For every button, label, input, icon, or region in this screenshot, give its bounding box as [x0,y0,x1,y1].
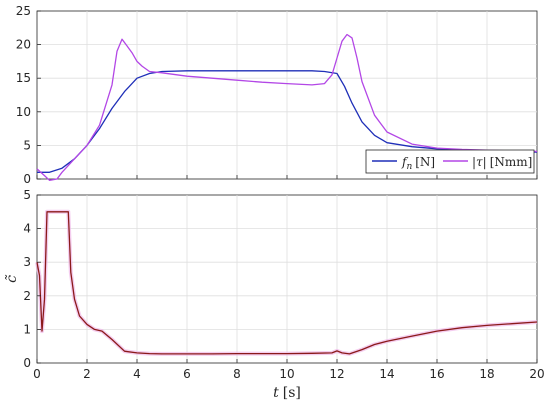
legend-fn-math: f [401,155,409,169]
top-y-tick-label: 15 [16,71,31,85]
top-y-tick-label: 0 [23,172,31,186]
x-tick-label: 18 [479,367,494,381]
top-y-tick-label: 20 [16,38,31,52]
bottom-y-tick-label: 0 [23,356,31,370]
bottom-chart-x-ticks: 0 2 4 6 8 10 12 14 16 18 20 [33,367,544,381]
top-y-tick-label: 25 [16,4,31,18]
x-tick-label: 2 [83,367,91,381]
legend-fn-unit: [N] [415,155,435,169]
bottom-y-tick-label: 2 [23,289,31,303]
x-tick-label: 6 [183,367,191,381]
x-tick-label: 4 [133,367,141,381]
bottom-y-tick-label: 4 [23,222,31,236]
legend-tau-unit: [Nmm] [490,155,533,169]
y-axis-label: c̃ [4,274,20,282]
x-axis-label-math: t [273,385,279,401]
bottom-y-tick-label: 3 [23,255,31,269]
top-series-line-0 [37,70,538,173]
top-chart-y-ticks: 0 5 10 15 20 25 [16,4,538,186]
x-tick-label: 20 [529,367,544,381]
bottom-chart-y-ticks: 0 1 2 3 4 5 [23,188,538,370]
legend-label-tau: |τ| [Nmm] [472,155,532,169]
top-chart-series [36,33,538,181]
x-axis-label-unit: [s] [283,385,301,401]
x-axis-label: t [s] [273,385,301,401]
top-y-tick-label: 10 [16,105,31,119]
x-tick-label: 16 [429,367,444,381]
legend-fn-sub: n [406,162,412,172]
bottom-y-tick-label: 1 [23,322,31,336]
bottom-series-line-0 [36,211,538,355]
bottom-y-tick-label: 5 [23,188,31,202]
legend-label-fn: fn [N] [401,155,435,172]
bottom-chart-grid [37,195,537,363]
x-tick-label: 14 [379,367,394,381]
legend-tau-math: |τ| [472,155,487,169]
top-chart: 0 5 10 15 20 25 fn [N] |τ| [Nmm] [16,4,538,186]
top-y-tick-label: 5 [23,138,31,152]
bottom-chart-series [35,209,538,356]
x-tick-label: 0 [33,367,41,381]
legend: fn [N] |τ| [Nmm] [365,149,535,174]
x-tick-label: 8 [233,367,241,381]
x-tick-label: 12 [329,367,344,381]
x-tick-label: 10 [279,367,294,381]
top-series-line-1 [36,33,538,181]
